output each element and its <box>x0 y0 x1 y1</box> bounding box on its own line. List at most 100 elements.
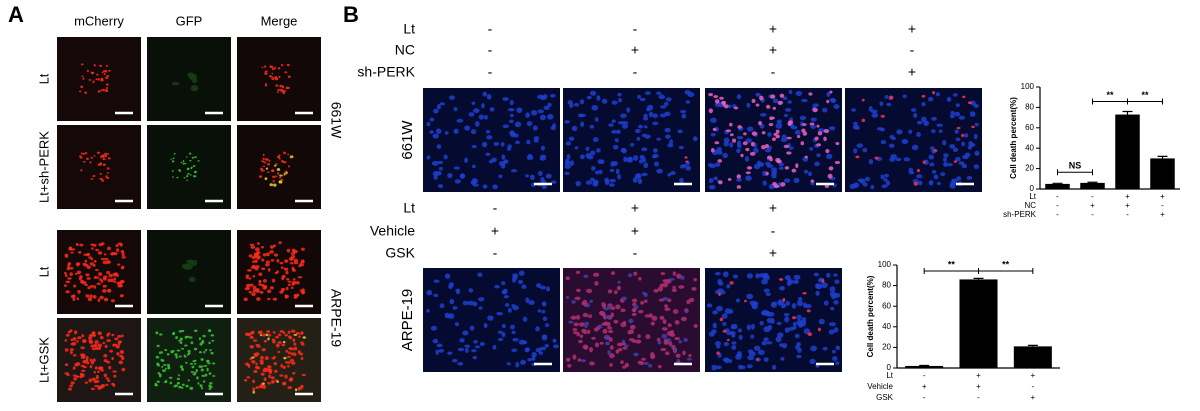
cell <box>586 329 591 335</box>
cell <box>916 120 923 125</box>
cell <box>594 170 600 175</box>
cell <box>501 323 506 329</box>
cell <box>80 169 83 172</box>
cell <box>714 99 720 104</box>
cell <box>100 155 103 159</box>
cell <box>601 98 608 104</box>
cell <box>582 299 588 305</box>
cell <box>189 159 192 162</box>
cell <box>249 243 254 246</box>
cell <box>770 317 775 324</box>
cell <box>79 372 84 377</box>
cell <box>107 69 111 72</box>
cell <box>610 312 614 318</box>
cell <box>103 73 106 76</box>
cell <box>667 298 672 303</box>
cell <box>80 356 86 359</box>
cell <box>921 94 926 98</box>
cell <box>781 343 788 349</box>
cell <box>166 353 170 356</box>
cell <box>714 271 721 276</box>
cell <box>522 340 528 345</box>
cell <box>593 327 599 332</box>
cell <box>192 372 197 376</box>
cell <box>278 241 282 245</box>
cell <box>723 137 730 144</box>
cell <box>764 144 770 149</box>
cell <box>120 249 125 254</box>
cell <box>119 243 123 247</box>
cell <box>853 126 860 130</box>
cell <box>823 136 827 142</box>
cell <box>506 146 512 151</box>
cell <box>782 96 788 101</box>
cell <box>632 177 638 183</box>
cell <box>895 157 902 162</box>
cell <box>593 272 600 277</box>
cell <box>93 155 96 157</box>
cell <box>107 278 111 283</box>
condition-sign: + <box>1030 393 1035 402</box>
cell <box>954 111 961 117</box>
cell <box>571 125 578 132</box>
cell <box>69 348 75 351</box>
cell <box>155 355 160 359</box>
cell <box>180 386 184 389</box>
cell <box>251 256 256 260</box>
cell <box>77 289 81 294</box>
cell <box>116 352 120 356</box>
cell <box>737 140 742 146</box>
condition-sign: + <box>769 200 777 216</box>
cell <box>771 170 777 175</box>
cell <box>66 266 71 271</box>
cell <box>174 384 179 387</box>
cell <box>67 277 72 280</box>
cell <box>792 316 797 320</box>
cell <box>426 121 431 127</box>
cell <box>273 183 277 187</box>
y-tick-label: 20 <box>1025 164 1034 173</box>
cell <box>833 327 839 333</box>
cell <box>796 319 803 325</box>
cell <box>777 299 782 306</box>
cell <box>433 108 439 114</box>
cell <box>209 381 213 385</box>
cell <box>169 381 173 385</box>
cell <box>88 336 93 341</box>
micrograph <box>845 88 982 192</box>
cell <box>262 153 265 157</box>
cell <box>746 293 754 300</box>
cell <box>579 99 585 105</box>
cell <box>291 361 296 365</box>
cell <box>288 335 292 339</box>
cell <box>603 307 609 311</box>
cell <box>490 157 497 163</box>
cell <box>643 361 649 365</box>
cell-line-label: 661W <box>328 102 344 139</box>
cell <box>161 369 165 372</box>
cell <box>635 173 642 179</box>
cell <box>669 139 674 145</box>
cell <box>102 156 105 159</box>
cell <box>478 306 483 310</box>
cell <box>621 123 629 129</box>
cell <box>565 296 570 299</box>
cell <box>496 311 503 316</box>
cell <box>787 278 794 285</box>
cell <box>767 145 772 150</box>
cell-line-label: ARPE-19 <box>399 289 416 352</box>
cell <box>740 365 746 370</box>
cell <box>190 371 194 373</box>
cell <box>752 301 759 306</box>
cell <box>502 97 509 101</box>
cell <box>97 346 102 351</box>
cell <box>179 365 184 369</box>
cell <box>447 172 453 179</box>
cell <box>159 333 163 336</box>
cell <box>817 131 823 136</box>
cell <box>108 289 112 293</box>
cell <box>796 314 802 321</box>
cell <box>249 283 254 287</box>
cell <box>810 124 817 129</box>
cell <box>765 292 771 297</box>
